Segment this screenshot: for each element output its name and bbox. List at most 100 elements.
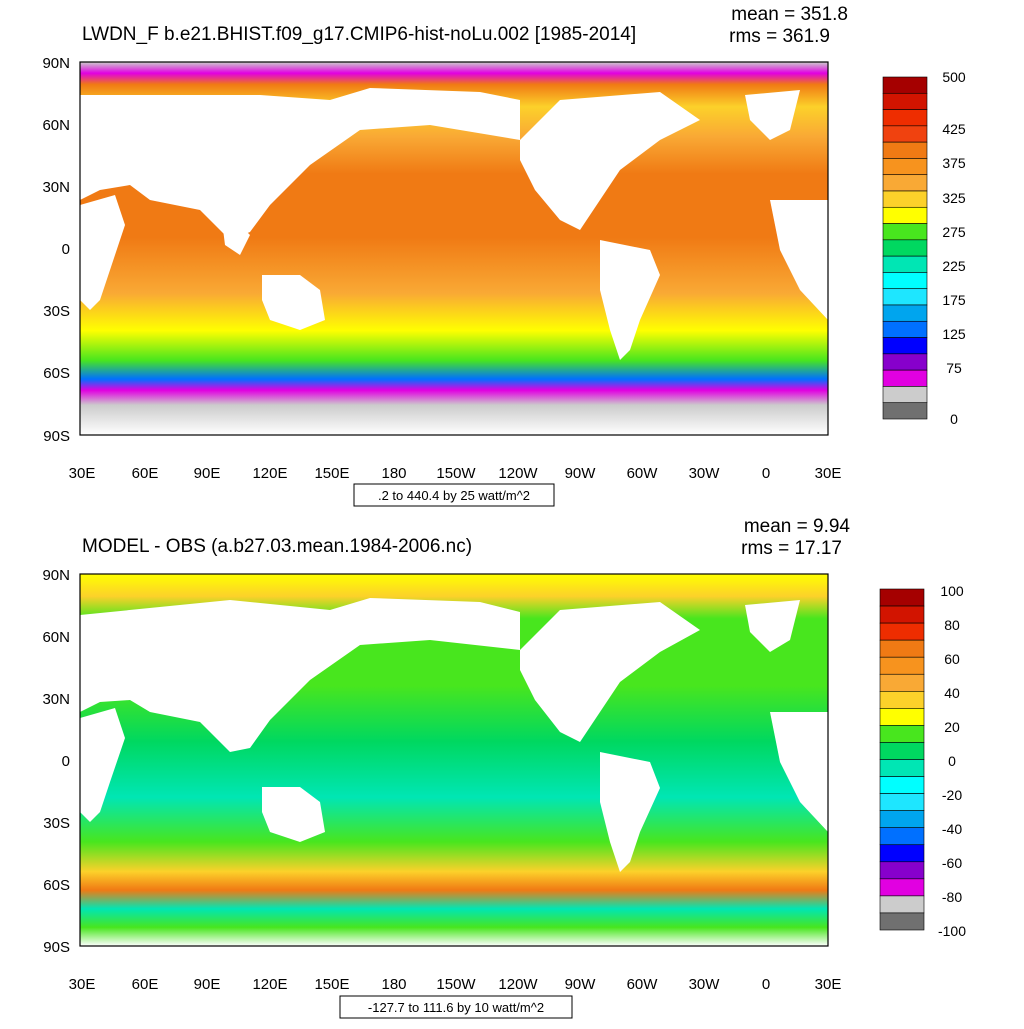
panel-2-frame — [79, 573, 829, 947]
colorbar-swatch — [882, 337, 928, 355]
colorbar-swatch — [879, 827, 925, 846]
lon-label: 150E — [314, 465, 349, 482]
cb-label: 425 — [942, 121, 966, 137]
lat-label: 90S — [43, 428, 70, 445]
colorbar-swatch — [882, 386, 928, 404]
lat-label: 90S — [43, 939, 70, 956]
panel-2-map — [79, 573, 829, 947]
cb-label: 500 — [942, 69, 966, 85]
lat-label: 60N — [42, 629, 70, 646]
cb-label: -20 — [942, 787, 962, 803]
cb-label: 375 — [942, 155, 966, 171]
panel-2-mean: mean = 9.94 — [744, 516, 851, 537]
colorbar-swatch — [882, 125, 928, 143]
continent-greenland — [745, 90, 800, 140]
cb-label: -100 — [938, 923, 966, 939]
lat-label: 60N — [42, 117, 70, 134]
panel-1-lat-labels: 90N 60N 30N 0 30S 60S 90S — [42, 55, 70, 445]
lon-label: 90W — [565, 976, 597, 993]
colorbar-swatch — [882, 288, 928, 306]
panel-2: MODEL - OBS (a.b27.03.mean.1984-2006.nc)… — [42, 516, 966, 1019]
panel-1-frame — [79, 61, 829, 436]
lon-label: 90E — [194, 976, 221, 993]
lat-label: 90N — [42, 567, 70, 584]
colorbar-swatch — [879, 673, 925, 692]
lat-label: 0 — [62, 241, 70, 258]
colorbar-swatch — [882, 76, 928, 94]
lat-label: 30N — [42, 691, 70, 708]
continent-eurasia — [80, 88, 520, 240]
lon-label: 0 — [762, 976, 770, 993]
lon-label: 120E — [252, 465, 287, 482]
lat-label: 30S — [43, 303, 70, 320]
cb-label: 275 — [942, 224, 966, 240]
lon-label: 30W — [689, 976, 721, 993]
lon-label: 120W — [498, 465, 538, 482]
colorbar-swatch — [879, 793, 925, 811]
continent-south-america — [600, 752, 660, 872]
lon-label: 150W — [436, 976, 476, 993]
cb-label: 75 — [946, 360, 962, 376]
lat-label: 90N — [42, 55, 70, 72]
continent-greenland — [745, 600, 800, 652]
lon-label: 30W — [689, 465, 721, 482]
panel-2-colorbar-labels: 100 80 60 40 20 0 -20 -40 -60 -80 -100 — [938, 583, 966, 939]
colorbar-swatch — [882, 255, 928, 273]
panel-1-map — [79, 61, 829, 436]
colorbar-swatch — [882, 223, 928, 241]
cb-label: 325 — [942, 190, 966, 206]
panel-2-lat-labels: 90N 60N 30N 0 30S 60S 90S — [42, 567, 70, 956]
lat-label: 60S — [43, 877, 70, 894]
colorbar-swatch — [882, 239, 928, 257]
colorbar-swatch — [879, 605, 925, 624]
panel-1-range-box: .2 to 440.4 by 25 watt/m^2 — [353, 483, 555, 507]
lon-label: 30E — [69, 976, 96, 993]
continent-africa — [80, 195, 125, 310]
colorbar-swatch — [879, 895, 925, 914]
cb-label: 20 — [944, 719, 960, 735]
cb-label: 60 — [944, 651, 960, 667]
panel-2-title: MODEL - OBS (a.b27.03.mean.1984-2006.nc) — [82, 536, 472, 557]
panel-1-colorbar-labels: 500 425 375 325 275 225 175 125 75 0 — [942, 69, 966, 427]
lon-label: 150E — [314, 976, 349, 993]
continent-india-sea — [220, 205, 250, 255]
colorbar-swatch — [882, 272, 928, 290]
panel-1-title: LWDN_F b.e21.BHIST.f09_g17.CMIP6-hist-no… — [82, 24, 636, 45]
lon-label: 60W — [627, 976, 659, 993]
colorbar-swatch — [879, 690, 925, 709]
colorbar-swatch — [879, 725, 925, 743]
lon-label: 90W — [565, 465, 597, 482]
colorbar-swatch — [879, 861, 925, 880]
lon-label: 120E — [252, 976, 287, 993]
colorbar-swatch — [882, 174, 928, 192]
lon-label: 30E — [815, 465, 842, 482]
panel-1-lon-labels: 30E 60E 90E 120E 150E 180 150W 120W 90W … — [69, 465, 842, 482]
colorbar-swatch — [879, 639, 925, 658]
cb-label: 225 — [942, 258, 966, 274]
lat-label: 30N — [42, 179, 70, 196]
continent-africa — [80, 708, 125, 822]
panel-2-range-box: -127.7 to 111.6 by 10 watt/m^2 — [339, 995, 573, 1019]
cb-label: 100 — [940, 583, 964, 599]
colorbar-swatch — [882, 304, 928, 322]
colorbar-swatch — [879, 810, 925, 829]
colorbar-swatch — [879, 656, 925, 675]
lon-label: 180 — [381, 976, 406, 993]
lon-label: 180 — [381, 465, 406, 482]
colorbar-swatch — [879, 622, 925, 641]
colorbar-swatch — [882, 320, 928, 338]
colorbar-swatch — [882, 109, 928, 127]
lon-label: 90E — [194, 465, 221, 482]
panel-2-colorbar — [879, 588, 925, 931]
cb-label: 175 — [942, 292, 966, 308]
colorbar-swatch — [882, 141, 928, 159]
lon-label: 120W — [498, 976, 538, 993]
panel-1-range-label: .2 to 440.4 by 25 watt/m^2 — [378, 488, 530, 503]
panel-2-rms: rms = 17.17 — [741, 538, 842, 559]
cb-label: 0 — [948, 753, 956, 769]
lon-label: 30E — [815, 976, 842, 993]
colorbar-swatch — [879, 912, 925, 931]
lon-label: 60E — [132, 465, 159, 482]
colorbar-swatch — [882, 402, 928, 420]
continent-africa-east — [770, 200, 828, 320]
